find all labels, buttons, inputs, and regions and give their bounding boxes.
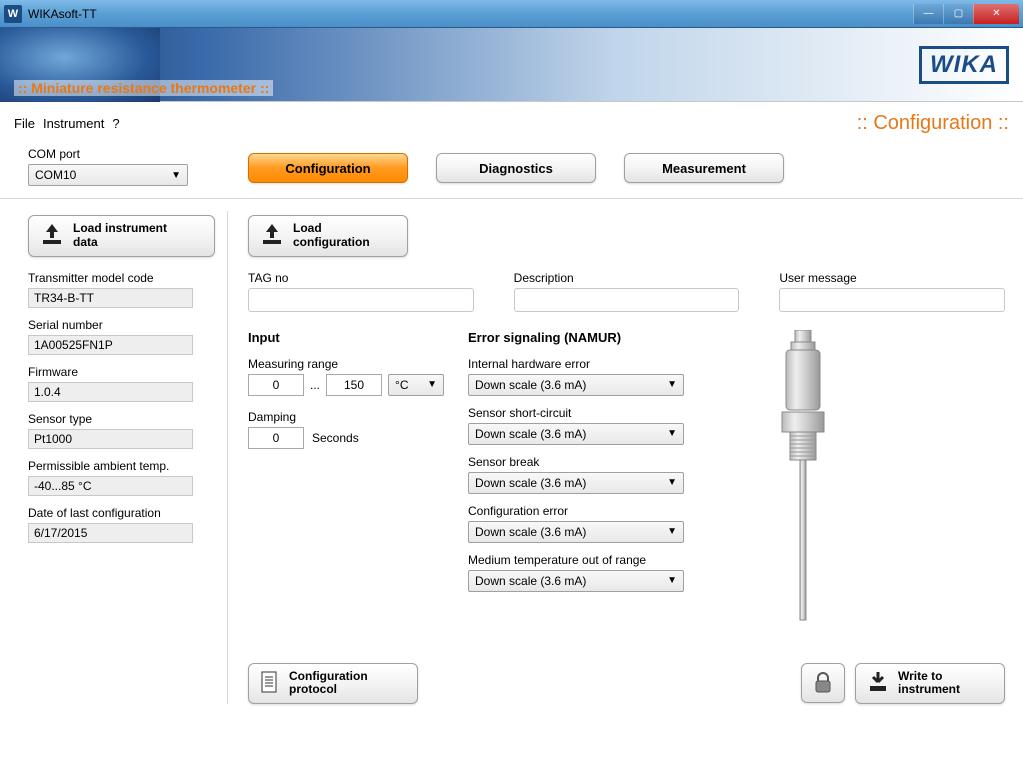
short-circuit-combo[interactable]: Down scale (3.6 mA) ▼ bbox=[468, 423, 684, 445]
short-circuit-value: Down scale (3.6 mA) bbox=[475, 427, 586, 441]
lock-icon bbox=[813, 672, 833, 694]
serial-number-value: 1A00525FN1P bbox=[28, 335, 193, 355]
comport-combo[interactable]: COM10 ▼ bbox=[28, 164, 188, 186]
load-config-l1: Load bbox=[293, 222, 370, 236]
menu-file[interactable]: File bbox=[14, 116, 35, 131]
last-config-value: 6/17/2015 bbox=[28, 523, 193, 543]
config-protocol-l1: Configuration bbox=[289, 670, 368, 684]
chevron-down-icon: ▼ bbox=[667, 575, 677, 586]
write-l1: Write to bbox=[898, 670, 960, 684]
internal-hw-label: Internal hardware error bbox=[468, 357, 728, 371]
serial-number-label: Serial number bbox=[28, 318, 215, 332]
toolstrip: COM port COM10 ▼ Configuration Diagnosti… bbox=[0, 143, 1023, 199]
internal-hw-value: Down scale (3.6 mA) bbox=[475, 378, 586, 392]
sensor-type-label: Sensor type bbox=[28, 412, 215, 426]
config-protocol-l2: protocol bbox=[289, 683, 368, 697]
out-of-range-value: Down scale (3.6 mA) bbox=[475, 574, 586, 588]
sensor-illustration bbox=[768, 330, 838, 630]
config-error-combo[interactable]: Down scale (3.6 mA) ▼ bbox=[468, 521, 684, 543]
write-l2: instrument bbox=[898, 683, 960, 697]
page-heading: :: Configuration :: bbox=[857, 112, 1009, 135]
load-instrument-data-button[interactable]: Load instrument data bbox=[28, 215, 215, 257]
sidebar: Load instrument data Transmitter model c… bbox=[28, 211, 228, 704]
banner: :: Miniature resistance thermometer :: W… bbox=[0, 28, 1023, 102]
last-config-label: Date of last configuration bbox=[28, 506, 215, 520]
chevron-down-icon: ▼ bbox=[171, 170, 181, 181]
damping-label: Damping bbox=[248, 410, 468, 424]
permissible-ambient-label: Permissible ambient temp. bbox=[28, 459, 215, 473]
transmitter-model-label: Transmitter model code bbox=[28, 271, 215, 285]
sensor-break-value: Down scale (3.6 mA) bbox=[475, 476, 586, 490]
short-circuit-label: Sensor short-circuit bbox=[468, 406, 728, 420]
download-icon bbox=[866, 670, 890, 697]
tagno-input[interactable] bbox=[248, 288, 474, 312]
upload-icon bbox=[259, 222, 285, 249]
description-label: Description bbox=[514, 271, 740, 285]
document-icon bbox=[259, 670, 281, 697]
menu-help[interactable]: ? bbox=[112, 116, 119, 131]
lock-button[interactable] bbox=[801, 663, 845, 703]
chevron-down-icon: ▼ bbox=[427, 379, 437, 390]
wika-logo: WIKA bbox=[919, 46, 1009, 84]
tab-diagnostics[interactable]: Diagnostics bbox=[436, 153, 596, 183]
transmitter-model-value: TR34-B-TT bbox=[28, 288, 193, 308]
chevron-down-icon: ▼ bbox=[667, 428, 677, 439]
usermsg-label: User message bbox=[779, 271, 1005, 285]
unit-combo[interactable]: °C ▼ bbox=[388, 374, 444, 396]
firmware-label: Firmware bbox=[28, 365, 215, 379]
usermsg-input[interactable] bbox=[779, 288, 1005, 312]
range-high-input[interactable]: 150 bbox=[326, 374, 382, 396]
tab-measurement[interactable]: Measurement bbox=[624, 153, 784, 183]
content: Load configuration TAG no Description Us… bbox=[228, 211, 1005, 704]
upload-icon bbox=[39, 222, 65, 249]
internal-hw-combo[interactable]: Down scale (3.6 mA) ▼ bbox=[468, 374, 684, 396]
load-instrument-l1: Load instrument bbox=[73, 222, 167, 236]
damping-input[interactable]: 0 bbox=[248, 427, 304, 449]
banner-subtitle: :: Miniature resistance thermometer :: bbox=[14, 80, 273, 96]
firmware-value: 1.0.4 bbox=[28, 382, 193, 402]
config-error-label: Configuration error bbox=[468, 504, 728, 518]
unit-value: °C bbox=[395, 378, 408, 392]
config-error-value: Down scale (3.6 mA) bbox=[475, 525, 586, 539]
config-protocol-button[interactable]: Configuration protocol bbox=[248, 663, 418, 705]
tagno-label: TAG no bbox=[248, 271, 474, 285]
permissible-ambient-value: -40...85 °C bbox=[28, 476, 193, 496]
damping-unit: Seconds bbox=[312, 431, 359, 445]
minimize-button[interactable]: — bbox=[913, 4, 943, 24]
error-section-title: Error signaling (NAMUR) bbox=[468, 330, 728, 345]
range-low-input[interactable]: 0 bbox=[248, 374, 304, 396]
sensor-break-combo[interactable]: Down scale (3.6 mA) ▼ bbox=[468, 472, 684, 494]
tab-configuration[interactable]: Configuration bbox=[248, 153, 408, 183]
load-configuration-button[interactable]: Load configuration bbox=[248, 215, 408, 257]
input-section-title: Input bbox=[248, 330, 468, 345]
chevron-down-icon: ▼ bbox=[667, 379, 677, 390]
menubar: File Instrument ? :: Configuration :: bbox=[0, 102, 1023, 143]
comport-value: COM10 bbox=[35, 168, 76, 182]
load-config-l2: configuration bbox=[293, 236, 370, 250]
maximize-button[interactable]: ▢ bbox=[943, 4, 973, 24]
measuring-range-label: Measuring range bbox=[248, 357, 468, 371]
load-instrument-l2: data bbox=[73, 236, 167, 250]
chevron-down-icon: ▼ bbox=[667, 477, 677, 488]
write-to-instrument-button[interactable]: Write to instrument bbox=[855, 663, 1005, 705]
out-of-range-label: Medium temperature out of range bbox=[468, 553, 728, 567]
titlebar: W WIKAsoft-TT — ▢ ✕ bbox=[0, 0, 1023, 28]
app-icon: W bbox=[4, 5, 22, 23]
menu-instrument[interactable]: Instrument bbox=[43, 116, 104, 131]
description-input[interactable] bbox=[514, 288, 740, 312]
sensor-break-label: Sensor break bbox=[468, 455, 728, 469]
window-title: WIKAsoft-TT bbox=[28, 7, 97, 21]
close-button[interactable]: ✕ bbox=[973, 4, 1019, 24]
chevron-down-icon: ▼ bbox=[667, 526, 677, 537]
main: Load instrument data Transmitter model c… bbox=[0, 199, 1023, 704]
range-sep: ... bbox=[310, 378, 320, 392]
sensor-type-value: Pt1000 bbox=[28, 429, 193, 449]
comport-label: COM port bbox=[28, 147, 188, 161]
out-of-range-combo[interactable]: Down scale (3.6 mA) ▼ bbox=[468, 570, 684, 592]
